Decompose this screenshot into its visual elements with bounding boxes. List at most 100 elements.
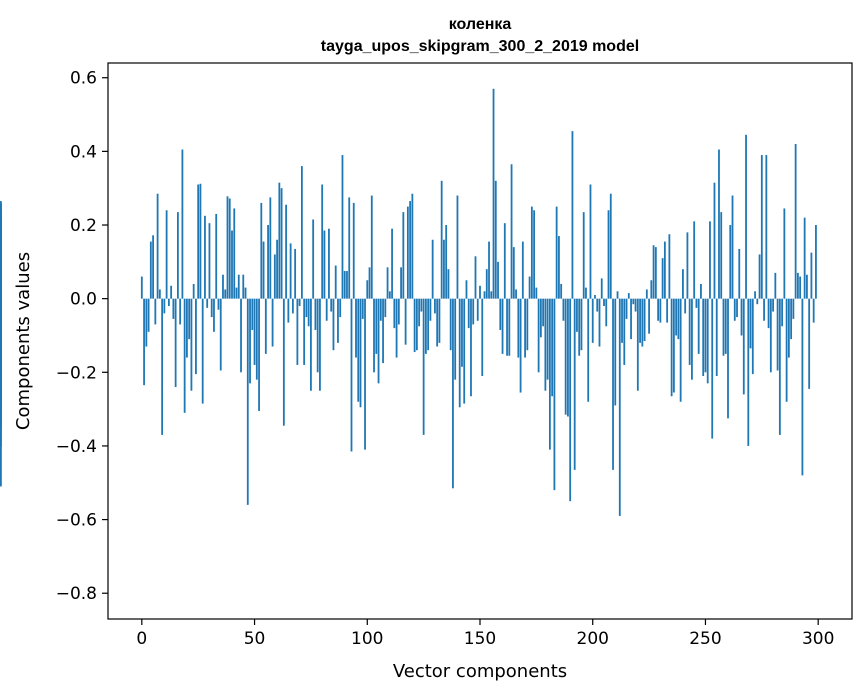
bar xyxy=(645,289,648,299)
bar xyxy=(368,267,371,299)
bar xyxy=(548,298,551,450)
bar xyxy=(213,298,215,332)
bar xyxy=(720,212,723,299)
bar xyxy=(630,298,632,340)
bar xyxy=(695,298,698,308)
bar xyxy=(754,291,756,299)
bar xyxy=(170,285,173,299)
bar xyxy=(186,298,188,358)
bar xyxy=(269,197,272,299)
bar xyxy=(801,298,804,476)
bar xyxy=(334,265,337,299)
bar xyxy=(700,283,702,299)
bar xyxy=(787,298,790,358)
bar xyxy=(323,230,326,299)
bar xyxy=(481,298,484,376)
plot-frame xyxy=(107,62,853,620)
bar xyxy=(267,225,269,299)
bar xyxy=(634,298,637,312)
bar xyxy=(443,239,445,299)
bar xyxy=(438,298,441,343)
bar xyxy=(449,298,452,351)
bar xyxy=(195,298,197,375)
bar xyxy=(679,298,682,402)
bar xyxy=(503,223,506,299)
bar xyxy=(161,298,164,435)
bar xyxy=(420,298,423,312)
y-axis-label: Components values xyxy=(13,252,34,430)
bar xyxy=(621,298,623,343)
bar xyxy=(706,298,709,384)
bar xyxy=(431,239,434,299)
bar xyxy=(395,298,398,358)
bar xyxy=(731,195,734,299)
bar xyxy=(524,298,526,358)
bar xyxy=(285,204,288,299)
bar xyxy=(377,298,380,384)
bar xyxy=(625,298,628,319)
bar xyxy=(691,298,693,380)
bar xyxy=(332,298,335,351)
bar xyxy=(305,298,308,318)
bar xyxy=(328,228,330,299)
bar xyxy=(697,298,700,354)
bar xyxy=(585,287,587,299)
bar xyxy=(772,298,774,312)
bar xyxy=(312,219,315,299)
bar xyxy=(0,298,2,327)
bar xyxy=(542,298,545,327)
bar xyxy=(677,298,680,340)
bar xyxy=(722,298,725,356)
bar xyxy=(183,298,186,413)
bar xyxy=(397,298,400,325)
bar xyxy=(244,287,247,299)
bar xyxy=(210,298,213,318)
bar xyxy=(282,298,285,426)
bar xyxy=(382,298,384,364)
bar xyxy=(343,271,346,299)
bar xyxy=(237,274,240,299)
bar xyxy=(632,298,635,305)
bars-group xyxy=(0,88,817,516)
bar xyxy=(434,298,436,314)
bar xyxy=(553,298,556,491)
bar xyxy=(258,298,260,411)
bar xyxy=(530,206,533,299)
bar xyxy=(587,298,590,402)
bar xyxy=(375,298,378,354)
bar xyxy=(370,195,373,299)
bar xyxy=(806,274,808,299)
bar xyxy=(600,278,603,299)
bar xyxy=(767,298,770,329)
bar xyxy=(364,298,366,450)
bar xyxy=(785,298,788,402)
bar xyxy=(760,155,763,299)
bar xyxy=(616,291,619,299)
bar xyxy=(298,298,301,307)
bar xyxy=(219,298,222,371)
bar xyxy=(736,298,738,318)
bar xyxy=(675,298,678,336)
bar xyxy=(325,298,328,321)
bar xyxy=(271,298,274,347)
bar xyxy=(300,166,303,299)
bar xyxy=(154,298,157,325)
bar xyxy=(571,131,574,299)
bar xyxy=(497,261,499,299)
bar xyxy=(379,298,382,321)
bar xyxy=(709,221,711,299)
bar xyxy=(260,202,263,299)
bar xyxy=(143,298,145,386)
bar xyxy=(406,206,409,299)
bar xyxy=(501,298,504,354)
y-tick-label: 0.2 xyxy=(70,216,97,236)
bar xyxy=(217,298,220,310)
bar xyxy=(693,221,696,299)
bar xyxy=(567,298,569,417)
bar xyxy=(350,298,353,452)
bar xyxy=(803,217,806,299)
bar xyxy=(206,298,209,308)
bar xyxy=(808,298,811,389)
bar xyxy=(235,287,238,299)
